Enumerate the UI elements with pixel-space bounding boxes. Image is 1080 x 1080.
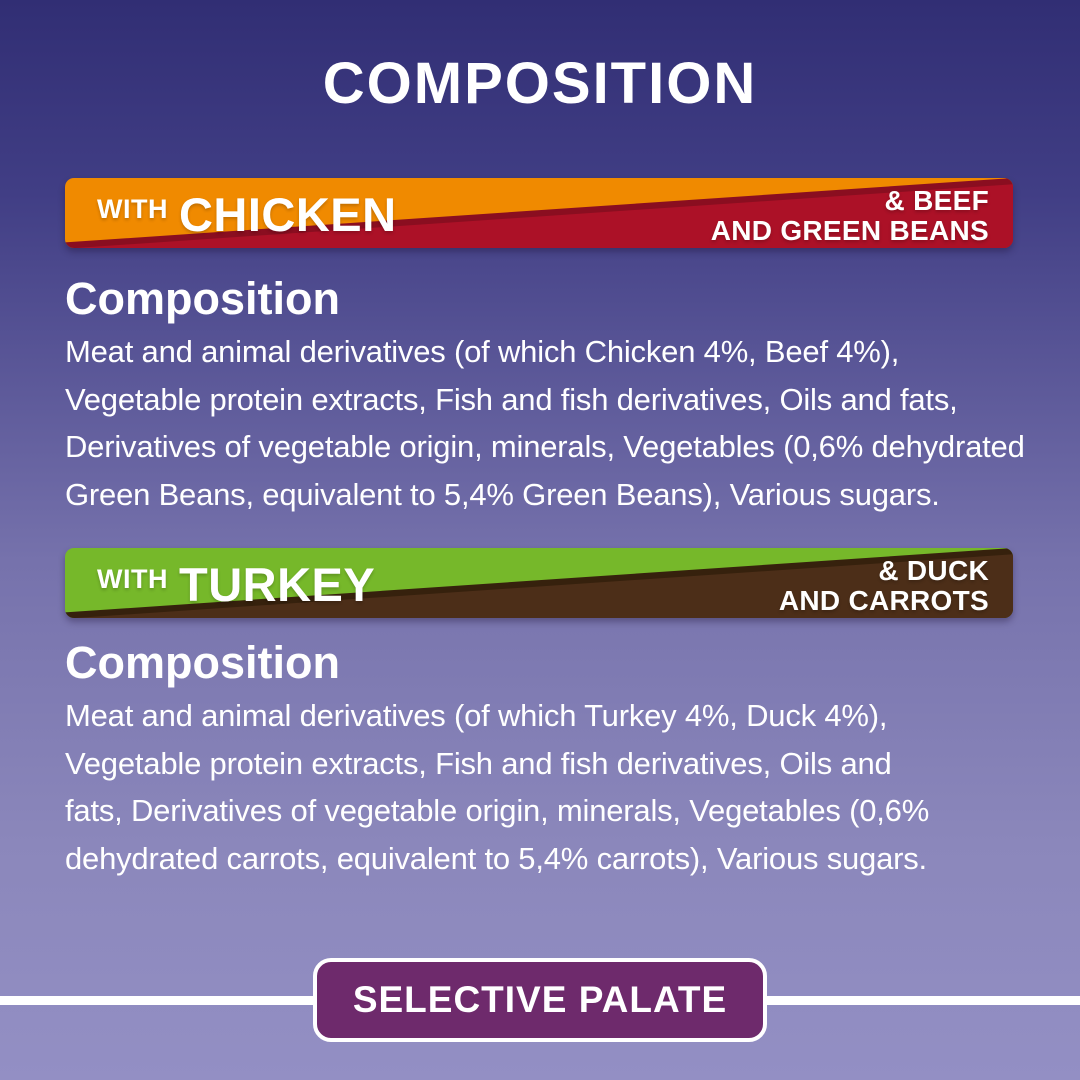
flavour-name: TURKEY xyxy=(178,558,376,611)
banner-right-line2: AND CARROTS xyxy=(778,585,989,616)
body-line: Green Beans, equivalent to 5,4% Green Be… xyxy=(65,476,940,512)
banner-content: WITH CHICKEN & BEEF AND GREEN BEANS xyxy=(65,178,1013,248)
banner-left-label: WITH CHICKEN xyxy=(65,178,397,248)
with-label: WITH xyxy=(97,194,168,224)
body-line: Derivatives of vegetable origin, mineral… xyxy=(65,429,1025,464)
footer-divider-right xyxy=(767,995,1080,1005)
page-title: COMPOSITION xyxy=(322,51,758,116)
banner-left-label: WITH TURKEY xyxy=(65,548,375,618)
body-line: dehydrated carrots, equivalent to 5,4% c… xyxy=(65,840,927,876)
composition-body-turkey: Meat and animal derivatives (of which Tu… xyxy=(65,692,1025,882)
flavour-banner-chicken: WITH CHICKEN & BEEF AND GREEN BEANS xyxy=(65,178,1013,248)
body-line: Vegetable protein extracts, Fish and fis… xyxy=(65,745,892,781)
composition-body-chicken: Meat and animal derivatives (of which Ch… xyxy=(65,328,1025,518)
body-line: fats, Derivatives of vegetable origin, m… xyxy=(65,793,930,828)
body-line: Meat and animal derivatives (of which Tu… xyxy=(65,698,888,733)
banner-right-label: & DUCK AND CARROTS xyxy=(779,548,1013,618)
banner-content: WITH TURKEY & DUCK AND CARROTS xyxy=(65,548,1013,618)
body-line: Vegetable protein extracts, Fish and fis… xyxy=(65,381,958,417)
banner-right-line2: AND GREEN BEANS xyxy=(710,215,989,246)
body-line: Meat and animal derivatives (of which Ch… xyxy=(65,334,900,369)
banner-right-line1: & BEEF xyxy=(884,185,989,216)
banner-right-line1: & DUCK xyxy=(878,555,989,586)
banner-right-label: & BEEF AND GREEN BEANS xyxy=(711,178,1013,248)
selective-palate-badge: SELECTIVE PALATE xyxy=(312,958,768,1042)
footer: SELECTIVE PALATE xyxy=(0,958,1080,1042)
flavour-banner-turkey: WITH TURKEY & DUCK AND CARROTS xyxy=(65,548,1013,618)
with-label: WITH xyxy=(97,564,168,594)
flavour-name: CHICKEN xyxy=(178,188,397,241)
composition-heading-chicken: Composition xyxy=(65,273,340,324)
composition-heading-turkey: Composition xyxy=(65,637,340,688)
footer-divider-left xyxy=(0,995,313,1005)
